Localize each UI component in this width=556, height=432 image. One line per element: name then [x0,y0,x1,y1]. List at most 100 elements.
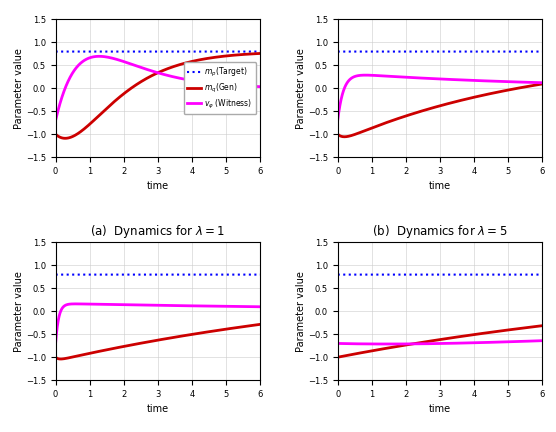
$m_q$(Gen) [429,105,435,111]
$v_\varphi$ (Witness) [257,84,264,89]
$v_\varphi$ (Witness) [539,80,545,85]
$m_p$(Target) [533,272,539,277]
$m_q$(Gen) [251,323,257,328]
Y-axis label: Parameter value: Parameter value [14,271,24,352]
$m_p$(Target) [146,49,153,54]
Y-axis label: Parameter value: Parameter value [296,271,306,352]
$m_q$(Gen) [152,71,158,76]
$m_p$(Target) [52,272,59,277]
$v_\varphi$ (Witness) [533,80,540,85]
$v_\varphi$ (Witness) [495,79,502,84]
$v_\varphi$ (Witness) [251,84,257,89]
$m_p$(Target) [52,49,59,54]
$v_\varphi$ (Witness) [434,341,440,346]
$m_q$(Gen) [251,323,257,328]
$v_\varphi$ (Witness) [251,304,257,309]
$v_\varphi$ (Witness) [152,303,158,308]
$m_p$(Target) [257,272,264,277]
Y-axis label: Parameter value: Parameter value [296,48,306,129]
Line: $v_\varphi$ (Witness): $v_\varphi$ (Witness) [337,75,542,121]
$v_\varphi$ (Witness) [63,83,70,89]
X-axis label: time: time [147,181,169,191]
$m_q$(Gen) [52,132,59,137]
Line: $m_q$(Gen): $m_q$(Gen) [56,324,260,359]
$m_q$(Gen) [533,83,540,88]
$v_\varphi$ (Witness) [214,81,220,86]
$v_\varphi$ (Witness) [429,76,435,81]
$m_p$(Target) [63,272,70,277]
$m_q$(Gen) [214,54,220,60]
$m_p$(Target) [345,49,351,54]
$m_p$(Target) [213,49,220,54]
$v_\varphi$ (Witness) [146,302,153,308]
Line: $m_q$(Gen): $m_q$(Gen) [337,84,542,137]
$m_p$(Target) [251,49,257,54]
$m_q$(Gen) [434,104,440,109]
$m_q$(Gen) [495,329,502,334]
$m_q$(Gen) [428,338,435,343]
$m_p$(Target) [334,49,341,54]
$m_q$(Gen) [434,337,440,343]
$v_\varphi$ (Witness) [539,338,545,343]
$m_q$(Gen) [251,51,257,56]
$v_\varphi$ (Witness) [152,70,158,75]
$m_p$(Target) [434,49,440,54]
$m_p$(Target) [257,49,264,54]
$m_p$(Target) [251,272,257,277]
$m_p$(Target) [428,272,435,277]
$m_q$(Gen) [63,356,70,361]
$m_q$(Gen) [146,74,153,79]
Line: $v_\varphi$ (Witness): $v_\varphi$ (Witness) [56,56,260,121]
$m_p$(Target) [251,272,257,277]
$v_\varphi$ (Witness) [52,341,59,346]
$v_\varphi$ (Witness) [495,340,502,345]
$m_q$(Gen) [495,89,502,95]
$m_q$(Gen) [345,134,351,139]
$m_p$(Target) [152,49,158,54]
$m_q$(Gen) [533,324,539,329]
$v_\varphi$ (Witness) [251,304,257,309]
Line: $v_\varphi$ (Witness): $v_\varphi$ (Witness) [56,304,260,343]
$m_q$(Gen) [257,322,264,327]
X-axis label: time: time [429,181,451,191]
Text: (b)  Dynamics for $\lambda = 5$: (b) Dynamics for $\lambda = 5$ [372,223,508,240]
$m_q$(Gen) [257,51,264,56]
$m_q$(Gen) [334,355,341,360]
$m_p$(Target) [495,272,502,277]
$m_q$(Gen) [341,134,348,140]
$v_\varphi$ (Witness) [362,73,369,78]
$m_q$(Gen) [533,324,539,329]
$v_\varphi$ (Witness) [63,302,70,308]
$m_p$(Target) [495,49,502,54]
$m_p$(Target) [533,49,539,54]
Y-axis label: Parameter value: Parameter value [14,48,24,129]
$m_q$(Gen) [539,323,545,328]
$m_q$(Gen) [251,51,257,56]
$v_\varphi$ (Witness) [96,54,102,59]
$m_p$(Target) [334,272,341,277]
$m_q$(Gen) [334,132,341,137]
Line: $m_q$(Gen): $m_q$(Gen) [56,54,260,138]
$m_p$(Target) [434,272,440,277]
Text: (a)  Dynamics for $\lambda = 1$: (a) Dynamics for $\lambda = 1$ [90,223,225,240]
$m_p$(Target) [533,49,539,54]
$m_q$(Gen) [57,356,64,362]
$m_q$(Gen) [62,136,68,141]
$m_q$(Gen) [146,339,153,344]
$m_q$(Gen) [539,81,545,86]
$m_p$(Target) [152,272,158,277]
Line: $m_q$(Gen): $m_q$(Gen) [337,326,542,357]
$v_\varphi$ (Witness) [533,80,539,85]
$v_\varphi$ (Witness) [384,341,390,346]
$m_p$(Target) [533,272,539,277]
X-axis label: time: time [147,404,169,414]
$v_\varphi$ (Witness) [345,341,351,346]
$m_p$(Target) [146,272,153,277]
$m_p$(Target) [63,49,70,54]
$m_p$(Target) [251,49,257,54]
$v_\varphi$ (Witness) [434,76,440,82]
Line: $v_\varphi$ (Witness): $v_\varphi$ (Witness) [337,341,542,344]
$m_q$(Gen) [63,136,70,141]
$m_q$(Gen) [152,338,158,343]
$m_p$(Target) [213,272,220,277]
